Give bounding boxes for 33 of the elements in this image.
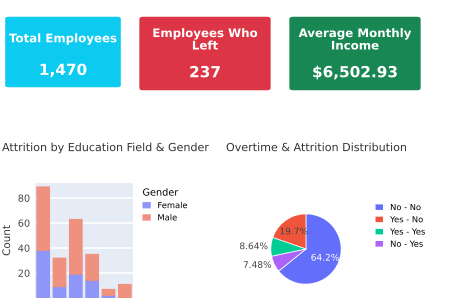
- y-tick-label: 20: [18, 269, 30, 277]
- y-axis-title: Count: [2, 225, 10, 256]
- data-label: 64.2%: [311, 254, 339, 261]
- legend-label: Male: [158, 214, 177, 220]
- text: 1,470: [40, 64, 86, 78]
- text: Average Monthly Income: [298, 28, 412, 50]
- data-label: 7.48%: [244, 261, 272, 268]
- bar: [68, 274, 83, 298]
- legend-label: Female: [158, 202, 188, 208]
- bar: [36, 186, 50, 251]
- legend-label: No - No: [390, 204, 421, 210]
- y-tick-label: 60: [18, 219, 30, 227]
- bar: [85, 280, 100, 298]
- bar: [52, 258, 66, 288]
- legend-label: Yes - No: [390, 216, 423, 222]
- legend-title: Gender: [143, 188, 178, 196]
- data-label: 8.64%: [240, 242, 268, 250]
- chart-title: Overtime & Attrition Distribution: [226, 142, 406, 152]
- chart-title: Attrition by Education Field & Gender: [2, 142, 209, 154]
- bar: [36, 250, 50, 298]
- bar: [68, 218, 83, 275]
- text: Employees Who Left: [153, 28, 258, 50]
- legend-label: No - Yes: [390, 240, 423, 247]
- y-tick-label: 40: [18, 244, 30, 252]
- bar: [52, 286, 66, 298]
- bar: [85, 254, 100, 281]
- text: $6,502.93: [313, 66, 397, 80]
- bar: [118, 284, 132, 298]
- text: 237: [190, 66, 220, 78]
- legend-label: Yes - Yes: [390, 228, 425, 235]
- bar: [102, 288, 116, 296]
- y-tick-label: 80: [18, 194, 30, 202]
- text: Total Employees: [9, 33, 116, 45]
